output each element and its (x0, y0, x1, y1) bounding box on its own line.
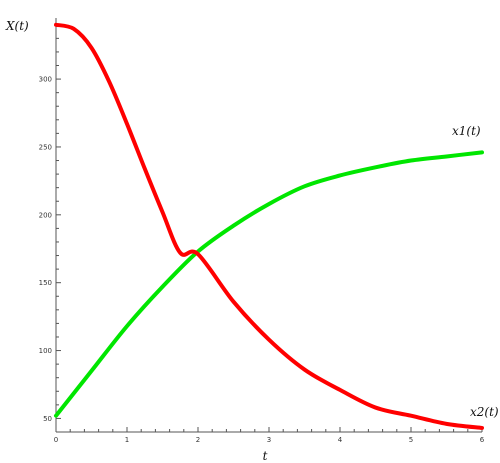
x-tick-label: 0 (54, 436, 58, 444)
series-label-x2: x2(t) (470, 405, 499, 419)
x-tick-label: 4 (338, 436, 343, 444)
x-tick-label: 5 (409, 436, 413, 444)
series-label-x1: x1(t) (452, 124, 481, 138)
y-tick-label: 200 (39, 211, 52, 219)
x-tick-label: 1 (125, 436, 129, 444)
x-tick-label: 6 (480, 436, 485, 444)
x-axis-label: t (263, 449, 268, 463)
series-line-x1 (56, 152, 482, 415)
y-tick-label: 150 (39, 279, 52, 287)
axes: 0 1 2 3 4 5 6 50 100 150 200 250 300 (39, 18, 485, 444)
y-tick-label: 50 (43, 415, 52, 423)
x-tick-label: 2 (196, 436, 200, 444)
x-tick-label: 3 (267, 436, 271, 444)
series-line-x2 (56, 25, 482, 428)
x-ticks: 0 1 2 3 4 5 6 (54, 427, 485, 444)
series-layer (56, 25, 482, 428)
y-tick-label: 250 (39, 143, 52, 151)
y-axis-label: X(t) (5, 19, 29, 33)
y-tick-label: 300 (39, 76, 52, 84)
y-tick-label: 100 (39, 347, 52, 355)
y-ticks: 50 100 150 200 250 300 (39, 25, 61, 432)
